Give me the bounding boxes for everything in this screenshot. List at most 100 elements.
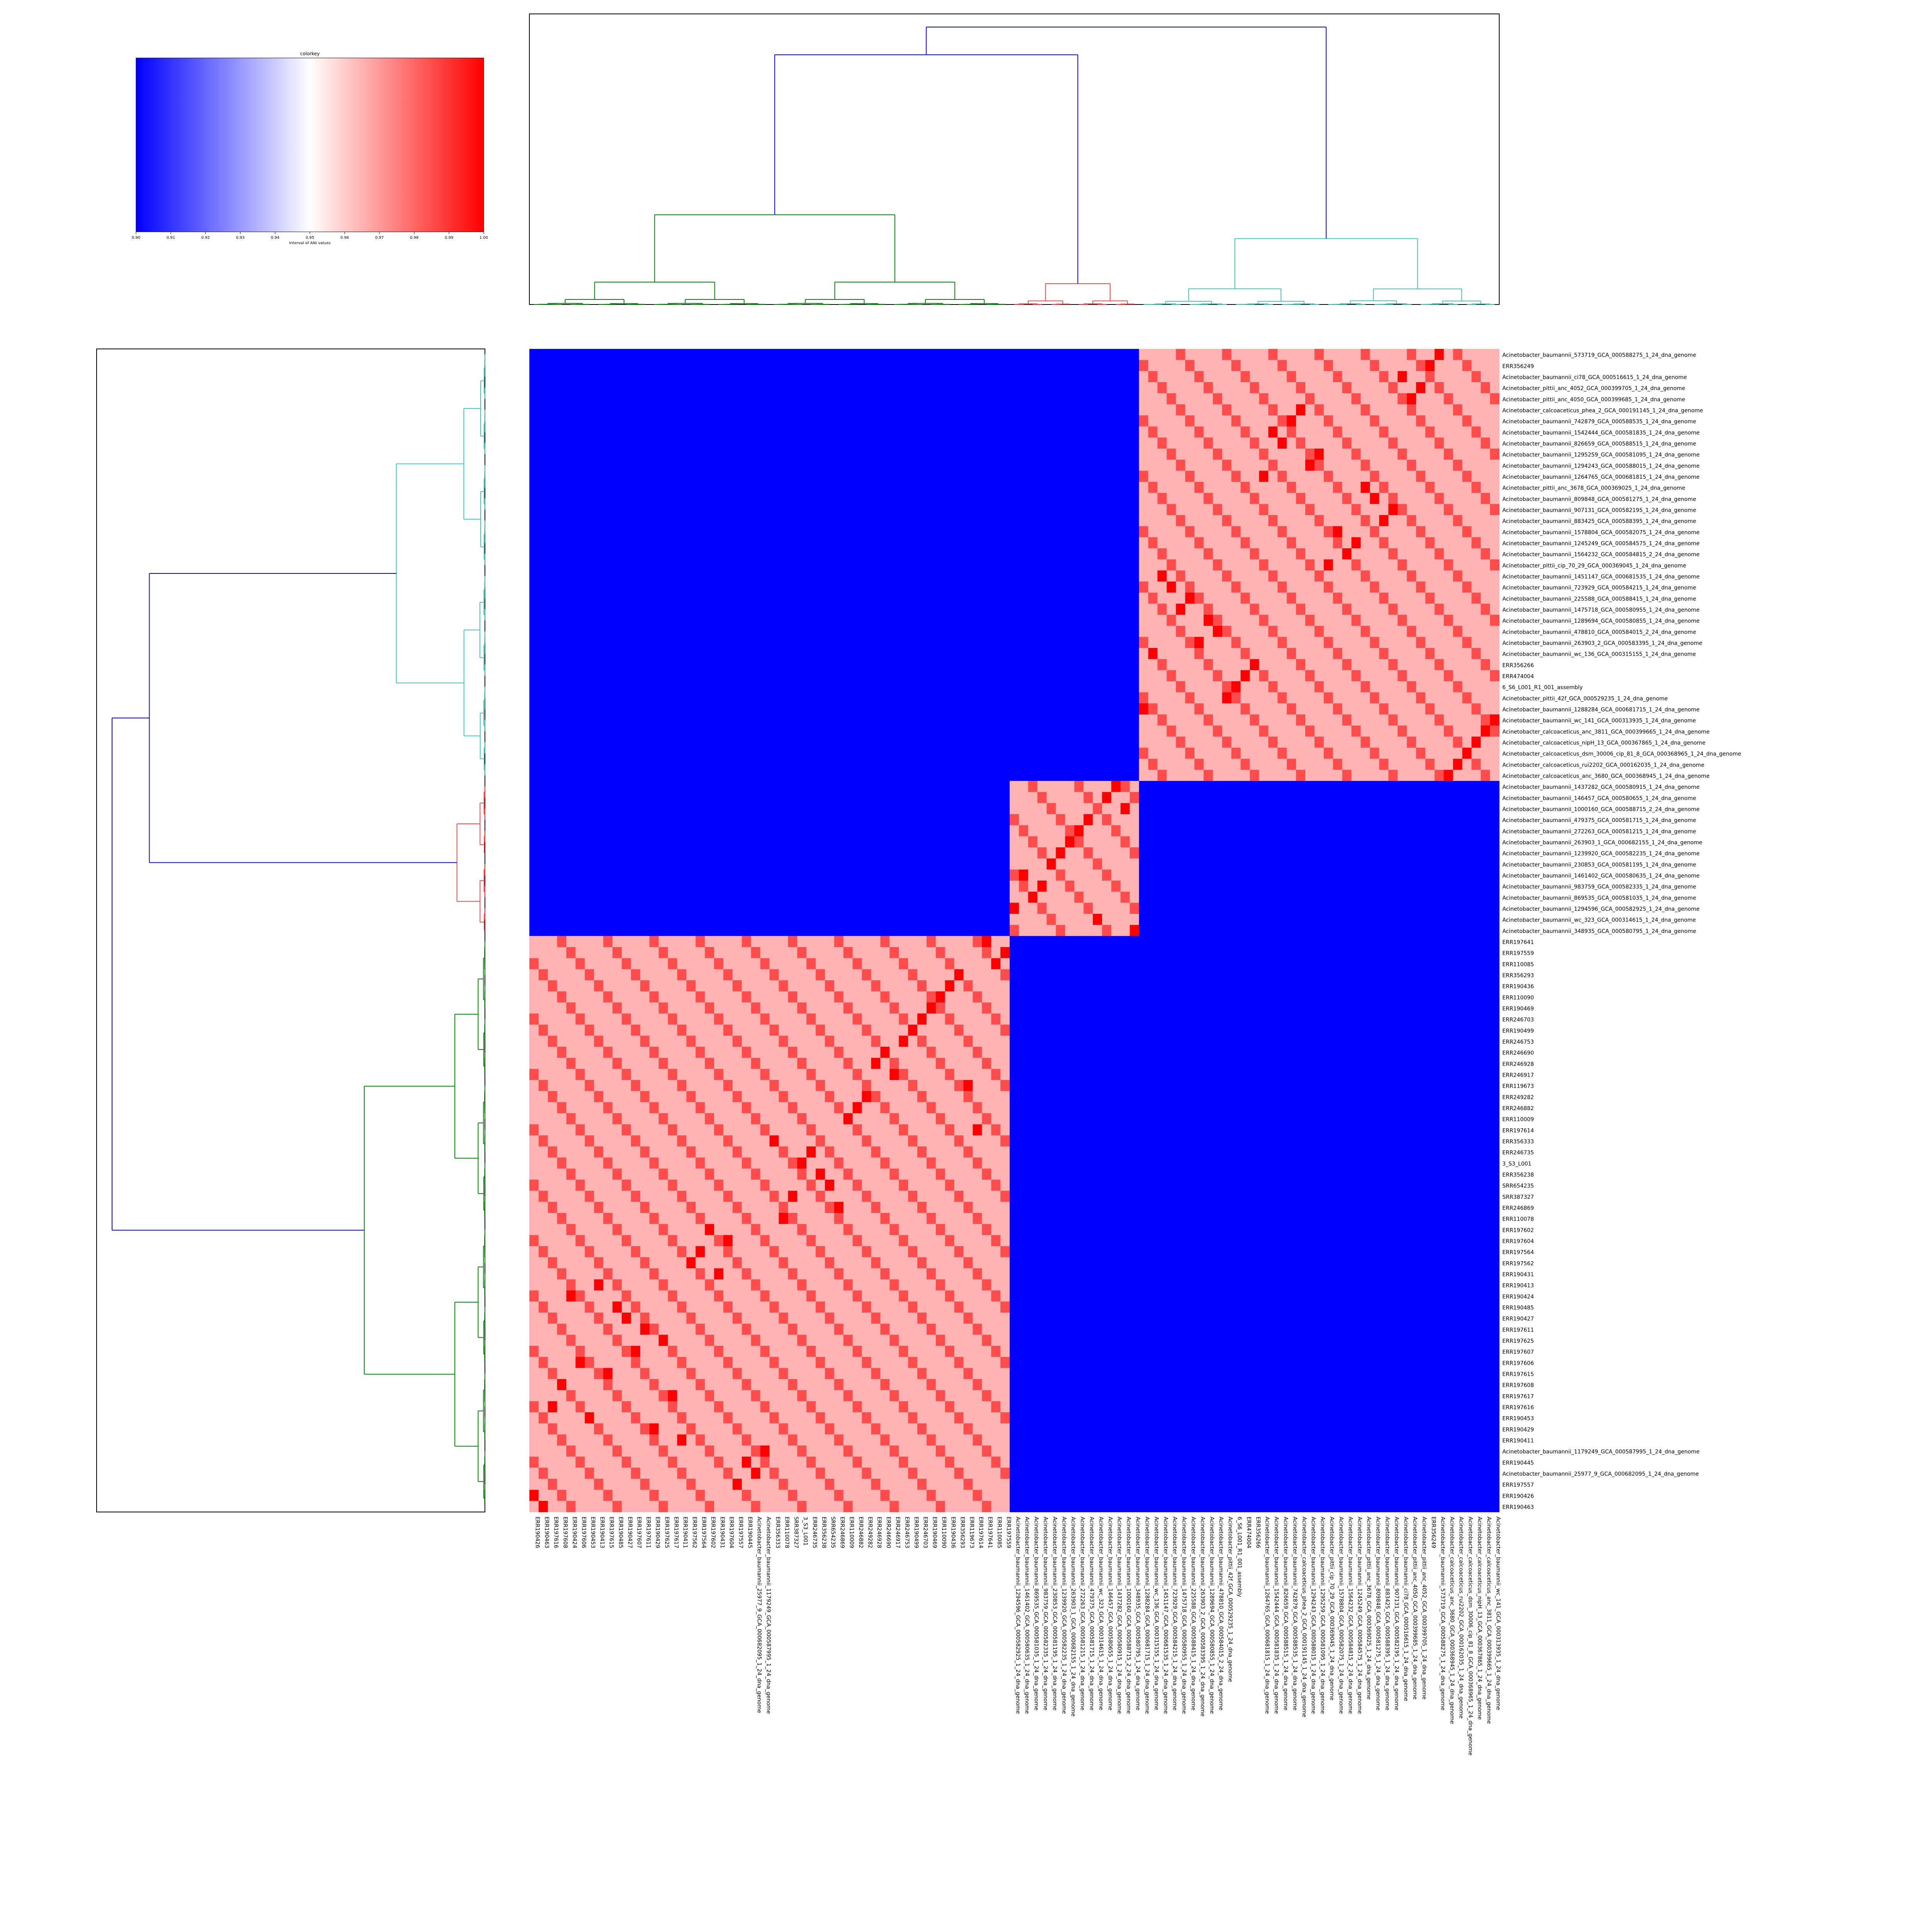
heatmap-cell	[1222, 703, 1232, 715]
heatmap-cell	[1010, 415, 1019, 427]
heatmap-cell	[871, 692, 881, 704]
heatmap-cell	[1120, 371, 1130, 383]
heatmap-cell	[862, 592, 872, 604]
heatmap-cell	[1259, 792, 1269, 803]
heatmap-cell	[871, 360, 881, 371]
heatmap-cell	[1139, 515, 1149, 527]
heatmap-cell	[668, 371, 678, 383]
heatmap-cell	[732, 482, 742, 493]
heatmap-cell	[1222, 714, 1232, 726]
heatmap-cell	[751, 426, 761, 438]
heatmap-cell	[1167, 471, 1176, 482]
heatmap-cell	[1277, 582, 1287, 593]
heatmap-cell	[991, 592, 1001, 604]
heatmap-cell	[686, 781, 696, 793]
heatmap-cell	[1462, 792, 1472, 803]
heatmap-cell	[594, 803, 604, 815]
heatmap-cell	[779, 604, 788, 615]
heatmap-cell	[806, 393, 816, 405]
heatmap-cell	[1277, 703, 1287, 715]
heatmap-cell	[1074, 382, 1084, 394]
heatmap-cell	[631, 670, 641, 682]
heatmap-cell	[871, 748, 881, 759]
heatmap-cell	[1287, 526, 1296, 537]
heatmap-cell	[899, 415, 908, 427]
heatmap-cell	[788, 382, 798, 394]
heatmap-cell	[640, 459, 650, 471]
heatmap-cell	[852, 604, 862, 615]
heatmap-cell	[1065, 526, 1075, 537]
heatmap-cell	[769, 459, 779, 471]
heatmap-cell	[1204, 437, 1213, 449]
heatmap-cell	[1102, 548, 1112, 560]
heatmap-cell	[1129, 471, 1139, 482]
heatmap-cell	[1277, 770, 1287, 781]
heatmap-cell	[1323, 515, 1333, 527]
heatmap-cell	[1111, 604, 1121, 615]
heatmap-cell	[668, 714, 678, 726]
heatmap-cell	[714, 637, 724, 648]
heatmap-cell	[1167, 681, 1176, 693]
heatmap-cell	[1370, 692, 1379, 704]
heatmap-cell	[1434, 648, 1444, 660]
heatmap-cell	[1157, 526, 1167, 537]
heatmap-cell	[1351, 426, 1361, 438]
heatmap-cell	[705, 437, 714, 449]
heatmap-cell	[1093, 548, 1102, 560]
heatmap-cell	[1314, 526, 1324, 537]
heatmap-cell	[1157, 504, 1167, 515]
heatmap-cell	[714, 582, 724, 593]
heatmap-cell	[779, 404, 788, 416]
heatmap-cell	[1425, 692, 1435, 704]
heatmap-cell	[723, 703, 733, 715]
heatmap-cell	[1240, 692, 1250, 704]
heatmap-cell	[714, 670, 724, 682]
heatmap-cell	[779, 659, 788, 670]
heatmap-cell	[1342, 582, 1352, 593]
heatmap-cell	[529, 670, 539, 682]
heatmap-cell	[945, 415, 955, 427]
heatmap-cell	[1000, 426, 1010, 438]
heatmap-cell	[1185, 459, 1195, 471]
heatmap-cell	[696, 526, 705, 537]
heatmap-cell	[926, 582, 936, 593]
heatmap-cell	[612, 504, 622, 515]
heatmap-cell	[677, 703, 687, 715]
heatmap-cell	[1037, 770, 1047, 781]
heatmap-cell	[1240, 537, 1250, 549]
heatmap-cell	[1046, 615, 1056, 626]
heatmap-cell	[1111, 725, 1121, 737]
heatmap-cell	[779, 792, 788, 803]
heatmap-cell	[1046, 515, 1056, 527]
heatmap-cell	[1102, 415, 1112, 427]
heatmap-cell	[1093, 371, 1102, 383]
heatmap-cell	[1176, 659, 1185, 670]
heatmap-cell	[1287, 548, 1296, 560]
heatmap-cell	[622, 703, 631, 715]
heatmap-cell	[1398, 559, 1407, 571]
heatmap-cell	[1093, 714, 1102, 726]
heatmap-cell	[760, 360, 770, 371]
heatmap-cell	[1370, 670, 1379, 682]
heatmap-cell	[908, 404, 918, 416]
heatmap-cell	[1287, 559, 1296, 571]
heatmap-cell	[769, 537, 779, 549]
heatmap-cell	[705, 570, 714, 582]
heatmap-cell	[1453, 692, 1463, 704]
heatmap-cell	[668, 648, 678, 660]
heatmap-cell	[1056, 736, 1066, 748]
heatmap-cell	[1111, 537, 1121, 549]
heatmap-cell	[658, 493, 668, 504]
heatmap-cell	[696, 349, 705, 361]
heatmap-cell	[1139, 681, 1149, 693]
heatmap-cell	[1268, 604, 1278, 615]
heatmap-cell	[1120, 559, 1130, 571]
heatmap-cell	[575, 393, 585, 405]
heatmap-cell	[705, 770, 714, 781]
heatmap-cell	[1176, 437, 1185, 449]
heatmap-cell	[880, 681, 890, 693]
heatmap-cell	[963, 449, 973, 460]
heatmap-cell	[935, 426, 946, 438]
heatmap-cell	[797, 626, 807, 637]
heatmap-cell	[1268, 515, 1278, 527]
